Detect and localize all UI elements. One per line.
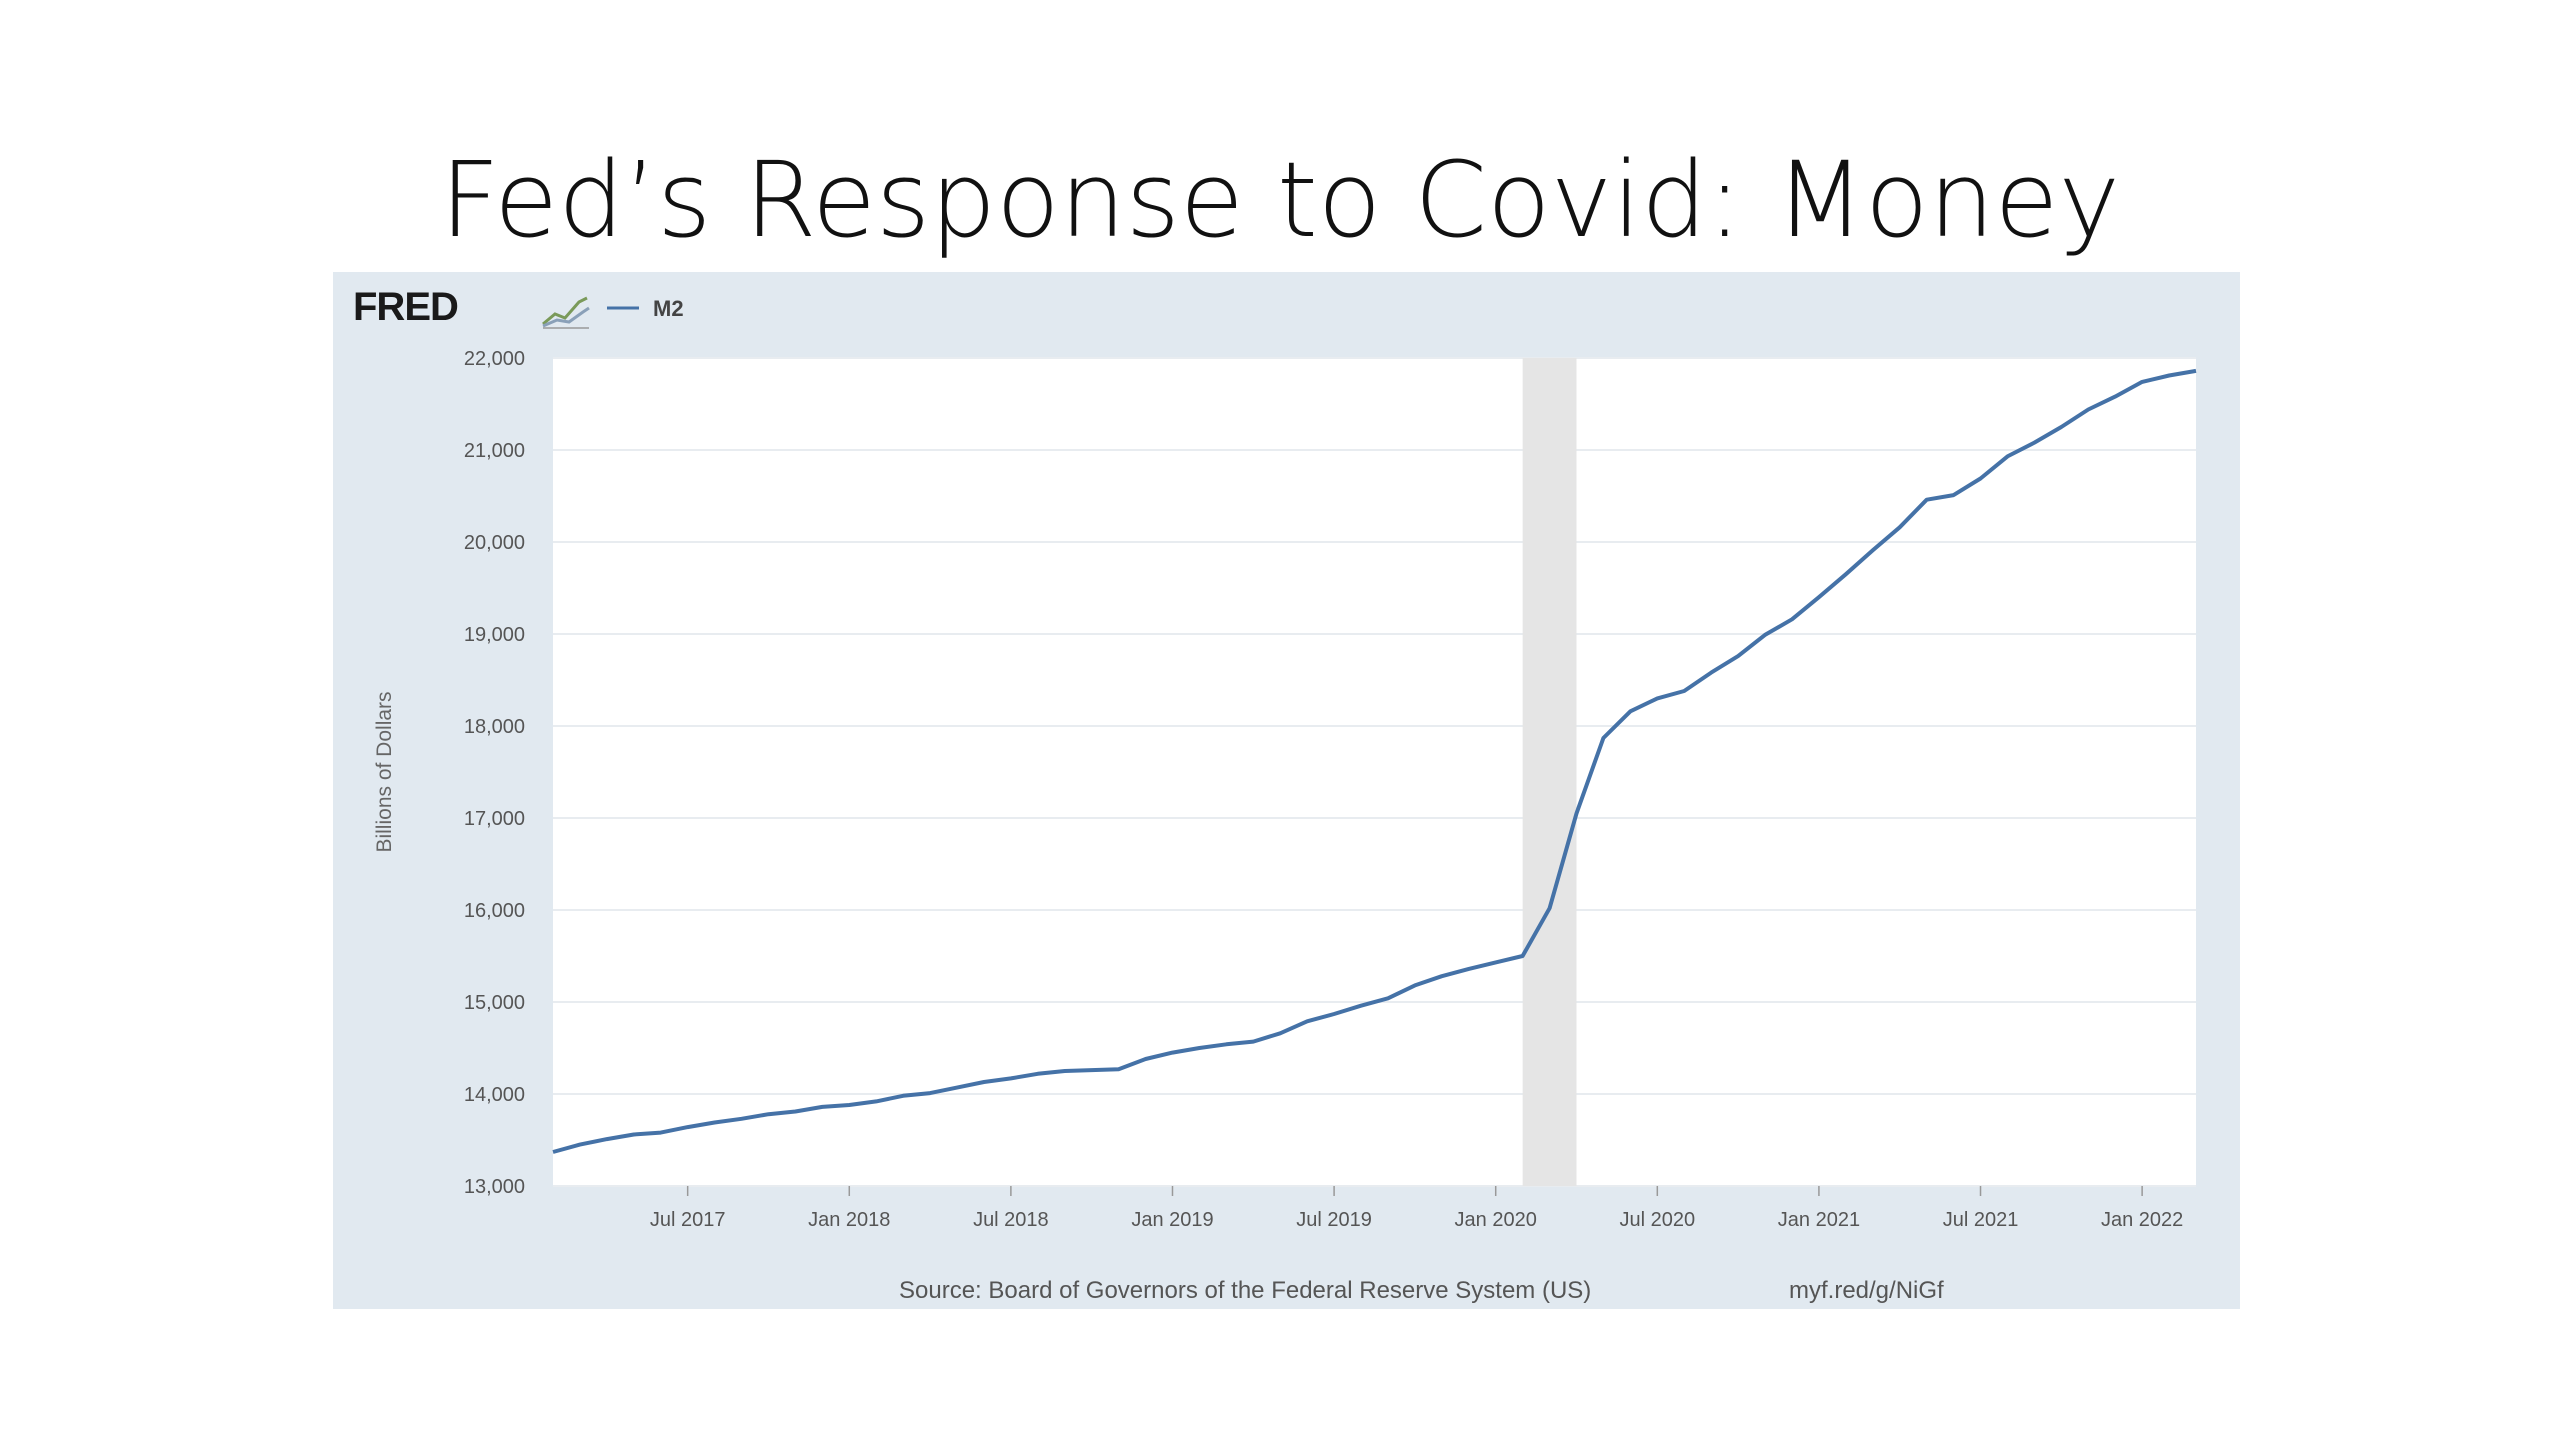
chart-frame: FRED M2 13,000 14,000 15,000 16,000 17,000 18… xyxy=(333,272,2240,1309)
slide-title: Fed’s Response to Covid: Money xyxy=(439,139,2121,261)
fred-logo[interactable]: FRED xyxy=(353,285,459,329)
m2-line-chart: FRED M2 13,000 14,000 15,000 16,000 17,000 18… xyxy=(353,285,2197,1304)
y-tick-label: 20,000 xyxy=(464,532,525,554)
fred-chart-icon xyxy=(541,296,590,329)
y-tick-label: 21,000 xyxy=(464,440,525,462)
y-axis-label: Billions of Dollars xyxy=(373,691,396,852)
x-tick-label: Jan 2022 xyxy=(2101,1209,2183,1231)
x-tick-label: Jan 2020 xyxy=(1455,1209,1537,1231)
recession-band xyxy=(1522,358,1577,1186)
x-tick-label: Jan 2019 xyxy=(1131,1209,1213,1231)
y-tick-label: 17,000 xyxy=(464,808,525,830)
x-tick-label: Jan 2018 xyxy=(808,1209,890,1231)
y-axis-ticks: 13,000 14,000 15,000 16,000 17,000 18,000 19,0… xyxy=(464,348,525,1198)
gridlines xyxy=(553,357,2196,1187)
series-line-m2 xyxy=(552,368,2197,1154)
x-tick-label: Jul 2018 xyxy=(973,1209,1049,1231)
x-tick-label: Jul 2017 xyxy=(650,1209,726,1231)
short-link[interactable]: myf.red/g/NiGf xyxy=(1789,1277,1944,1304)
y-tick-label: 19,000 xyxy=(464,624,525,646)
legend-label-m2: M2 xyxy=(653,296,684,321)
recession-shade xyxy=(1522,358,1577,1186)
x-tick-label: Jan 2021 xyxy=(1778,1209,1860,1231)
x-tick-label: Jul 2020 xyxy=(1619,1209,1695,1231)
plot-area xyxy=(553,358,2196,1186)
y-tick-label: 14,000 xyxy=(464,1084,525,1106)
x-axis-ticks: Jul 2017 Jan 2018 Jul 2018 Jan 2019 Jul 2019… xyxy=(650,1186,2183,1231)
legend: M2 xyxy=(607,296,684,321)
y-tick-label: 15,000 xyxy=(464,992,525,1014)
series-layer xyxy=(552,368,2197,1154)
y-tick-label: 18,000 xyxy=(464,716,525,738)
y-tick-label: 22,000 xyxy=(464,348,525,370)
y-tick-label: 13,000 xyxy=(464,1176,525,1198)
x-tick-label: Jul 2019 xyxy=(1296,1209,1372,1231)
x-tick-label: Jul 2021 xyxy=(1943,1209,2019,1231)
y-tick-label: 16,000 xyxy=(464,900,525,922)
source-note: Source: Board of Governors of the Federa… xyxy=(899,1277,1591,1304)
